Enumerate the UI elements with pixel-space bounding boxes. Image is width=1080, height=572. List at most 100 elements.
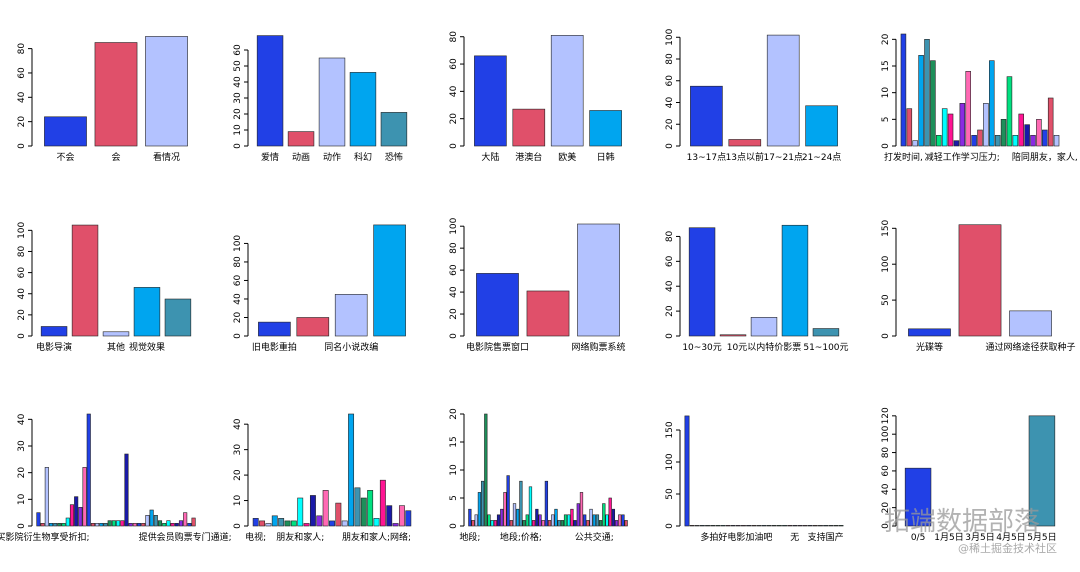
bar: [380, 112, 408, 147]
y-tick-label: 30: [17, 440, 27, 452]
bar: [782, 525, 787, 527]
bar: [474, 514, 478, 527]
bar: [480, 480, 485, 527]
bar: [373, 518, 380, 527]
bar: [741, 525, 746, 527]
bar: [535, 508, 539, 527]
y-tick-label: 15: [881, 60, 891, 71]
y-tick-label: 10: [233, 495, 243, 507]
bar: [941, 108, 948, 147]
bar: [153, 515, 158, 527]
y-tick-label: 0: [449, 143, 459, 149]
panel: 0 20 40 60 80 100 电影院售票窗口 网络购票系统: [449, 217, 626, 353]
bar: [392, 523, 399, 527]
y-tick-label: 0: [881, 143, 891, 149]
bar: [316, 515, 323, 527]
bar: [90, 523, 95, 527]
x-tick-label: 日韩: [597, 151, 615, 163]
bar: [309, 495, 316, 527]
y-tick-label: 20: [233, 108, 243, 120]
x-tick-label: 科幻: [354, 151, 372, 163]
x-tick-label: 港澳台: [515, 151, 542, 163]
bar: [690, 85, 723, 147]
bar: [468, 508, 472, 527]
x-tick-label: 10元以内特价影票: [727, 341, 801, 353]
bar: [750, 317, 778, 337]
bar: [689, 525, 695, 527]
y-tick-label: 80: [449, 242, 459, 254]
panel: 0 20 40 60 80 10~30元 10元以内特价影票 51~100元: [665, 224, 849, 353]
bar: [170, 523, 175, 527]
y-tick-label: 40: [233, 76, 243, 88]
bar: [766, 525, 772, 527]
bar: [509, 520, 513, 527]
bar: [57, 523, 62, 527]
bar: [573, 520, 577, 527]
y-tick-label: 15: [449, 436, 459, 447]
y-tick-label: 5: [449, 495, 459, 501]
bar: [493, 520, 498, 527]
bar: [1036, 119, 1042, 147]
y-tick-label: 80: [665, 230, 675, 242]
bar: [287, 131, 315, 147]
bar: [900, 33, 907, 147]
bar: [318, 57, 346, 147]
bar: [904, 467, 932, 527]
panel: 0 5 10 15 20 打发时间, 减轻工作学习压力; 陪同朋友，家人,: [881, 33, 1078, 163]
bar: [906, 108, 913, 147]
x-tick-label: 会: [111, 151, 120, 163]
panel: 0 10 20 30 40 50 60 爱情 动画 动作 科幻 恐怖: [233, 35, 408, 163]
bar: [71, 224, 99, 337]
watermark-credit: @稀土掘金技术社区: [958, 541, 1057, 555]
bar: [349, 72, 377, 147]
x-tick-label: 13点以前: [726, 151, 764, 163]
bar: [1042, 129, 1048, 147]
y-tick-label: 20: [665, 305, 675, 317]
x-tick-label: 地段;价格;: [500, 531, 542, 543]
bar: [103, 523, 108, 527]
bar: [563, 514, 568, 527]
y-tick-label: 20: [449, 113, 459, 125]
bar: [725, 525, 731, 527]
bar: [918, 55, 924, 147]
x-tick-label: 10~30元: [682, 343, 721, 353]
y-tick-label: 80: [233, 256, 243, 268]
y-tick-label: 20: [17, 116, 27, 128]
bar: [322, 490, 329, 527]
bar: [618, 514, 622, 527]
x-tick-label: 无: [790, 532, 799, 543]
bar: [111, 520, 116, 527]
y-tick-label: 40: [233, 293, 243, 305]
y-tick-label: 0: [881, 523, 891, 529]
bar: [715, 525, 721, 527]
x-tick-label: 视觉效果: [129, 341, 165, 353]
panel: 0 10 20 30 40 购买影院衍生物享受折扣; 提供会员购票专门通道;: [0, 413, 232, 543]
y-tick-label: 0: [449, 523, 459, 529]
bar: [157, 520, 163, 527]
x-tick-label: 动作: [323, 151, 341, 163]
panel: 0 50 100 150 多拍好电影 加油吧 无支持国产: [665, 415, 844, 543]
x-tick-label: 电影导演: [36, 341, 72, 353]
panel: 0 50 100 150 光碟等 通过网络途径获取种子: [881, 219, 1076, 353]
bar: [36, 512, 41, 527]
bar: [484, 413, 488, 527]
bar: [735, 525, 741, 527]
y-tick-label: 100: [881, 255, 891, 272]
y-tick-label: 20: [881, 33, 891, 45]
bar: [802, 525, 808, 527]
bar: [776, 525, 782, 527]
bar: [506, 475, 510, 527]
y-tick-label: 40: [233, 418, 243, 430]
bar: [102, 331, 130, 337]
bar: [1012, 135, 1019, 147]
bar: [296, 317, 330, 337]
bar: [557, 520, 561, 527]
bar: [608, 497, 612, 527]
bar: [586, 520, 590, 527]
x-tick-label: 4月5日: [996, 532, 1025, 543]
bar: [341, 520, 348, 527]
bar: [334, 294, 368, 337]
bar: [694, 525, 700, 527]
bar: [297, 497, 304, 527]
bar: [719, 334, 747, 337]
